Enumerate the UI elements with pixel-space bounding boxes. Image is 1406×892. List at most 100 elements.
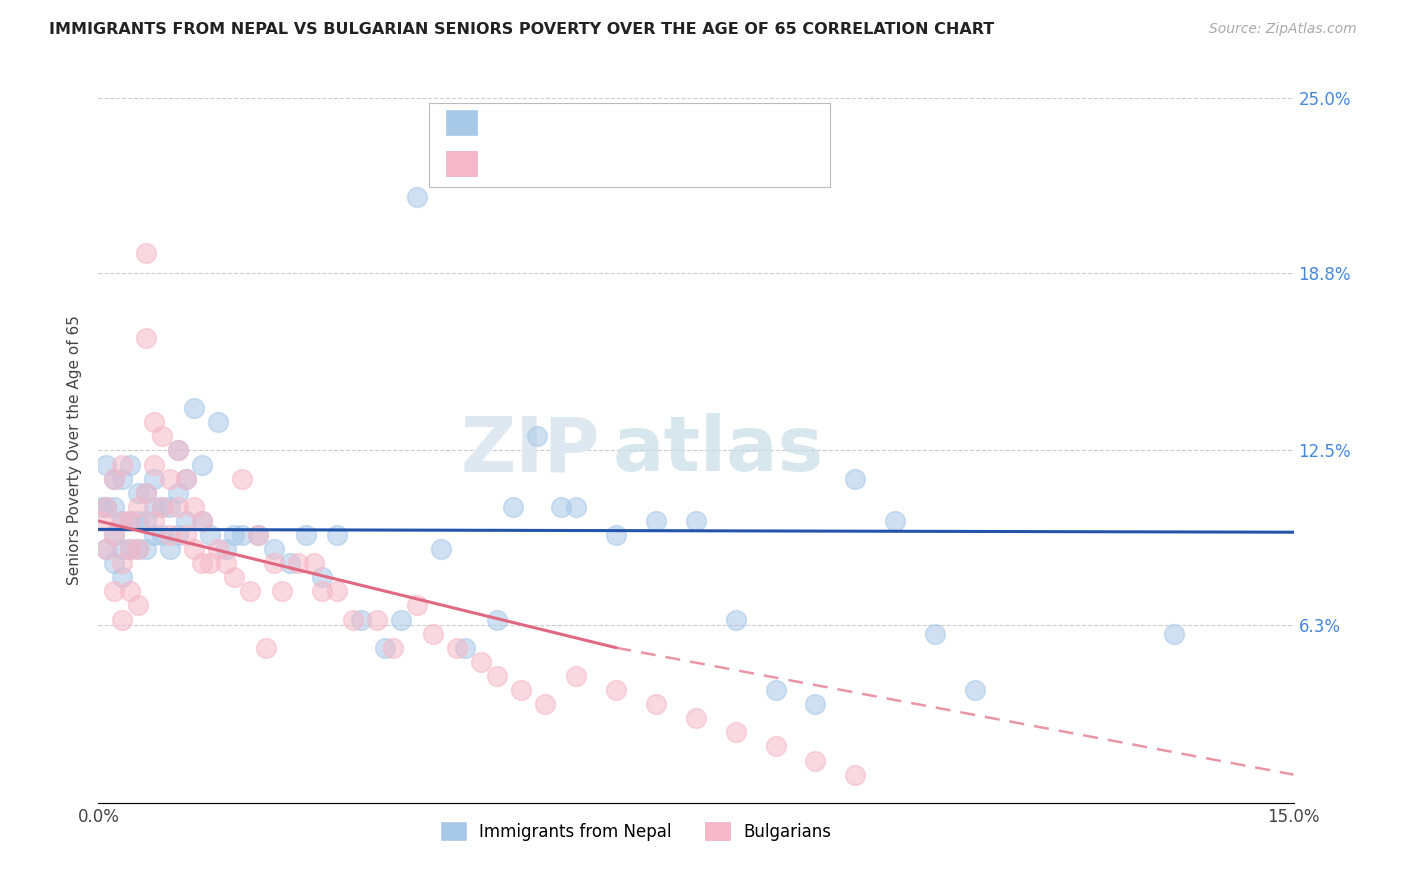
Point [103,500,125,514]
Text: 69: 69 [645,113,668,131]
Point [103,472,125,486]
Point [167,485,190,500]
Point [231,472,253,486]
Point [565,500,588,514]
Point [645,697,668,711]
Point [127,599,149,613]
Point [120,458,142,472]
Point [470,655,492,669]
Point [120,514,142,528]
Point [150,500,173,514]
Text: IMMIGRANTS FROM NEPAL VS BULGARIAN SENIORS POVERTY OVER THE AGE OF 65 CORRELATIO: IMMIGRANTS FROM NEPAL VS BULGARIAN SENIO… [49,22,994,37]
Point [103,472,125,486]
Point [645,514,668,528]
Point [198,528,221,542]
Point [215,556,238,570]
Point [96,500,118,514]
Text: R =: R = [488,113,524,131]
Point [135,331,157,345]
Point [246,528,269,542]
Text: N =: N = [593,154,641,172]
Point [382,640,405,655]
Point [278,556,301,570]
Point [103,528,125,542]
Point [135,514,157,528]
Point [174,472,197,486]
Point [454,640,477,655]
Point [326,528,349,542]
Point [150,528,173,542]
Point [191,514,214,528]
Point [111,514,134,528]
Point [91,514,114,528]
Point [239,584,262,599]
Point [111,458,134,472]
Point [724,725,747,739]
Point [120,584,142,599]
Text: Source: ZipAtlas.com: Source: ZipAtlas.com [1209,22,1357,37]
Point [150,500,173,514]
Text: R =: R = [488,154,524,172]
Y-axis label: Seniors Poverty Over the Age of 65: Seniors Poverty Over the Age of 65 [67,316,83,585]
Point [103,584,125,599]
Point [342,613,364,627]
Text: ZIP: ZIP [461,414,600,487]
Point [191,458,214,472]
Point [127,500,149,514]
Point [550,500,572,514]
Point [183,500,205,514]
Text: 66: 66 [645,154,668,172]
Point [96,542,118,557]
Point [924,626,946,640]
Point [844,767,866,781]
Point [143,514,166,528]
Point [526,429,548,443]
Point [605,683,627,698]
Point [804,697,827,711]
Point [111,613,134,627]
Point [135,485,157,500]
Point [509,683,531,698]
Point [150,429,173,443]
Point [143,528,166,542]
Text: atlas: atlas [613,414,824,487]
Text: -0.240: -0.240 [527,154,586,172]
Point [270,584,292,599]
Point [174,528,197,542]
Point [565,669,588,683]
Point [143,500,166,514]
Point [159,528,181,542]
Point [287,556,309,570]
Point [159,500,181,514]
Point [485,613,508,627]
Point [111,514,134,528]
Point [174,472,197,486]
Point [294,528,316,542]
Legend: Immigrants from Nepal, Bulgarians: Immigrants from Nepal, Bulgarians [434,816,838,847]
Point [103,556,125,570]
Point [159,542,181,557]
Point [502,500,524,514]
Point [222,570,245,584]
Point [207,415,229,429]
Point [111,570,134,584]
Point [127,514,149,528]
Point [685,514,707,528]
Point [765,683,787,698]
Point [326,584,349,599]
Point [406,599,429,613]
Point [311,570,333,584]
Point [350,613,373,627]
Point [183,542,205,557]
Point [311,584,333,599]
Point [366,613,388,627]
Point [884,514,907,528]
Text: -0.005: -0.005 [527,113,586,131]
Point [120,514,142,528]
Point [167,528,190,542]
Point [191,514,214,528]
Point [374,640,396,655]
Point [143,472,166,486]
Point [91,500,114,514]
Point [246,528,269,542]
